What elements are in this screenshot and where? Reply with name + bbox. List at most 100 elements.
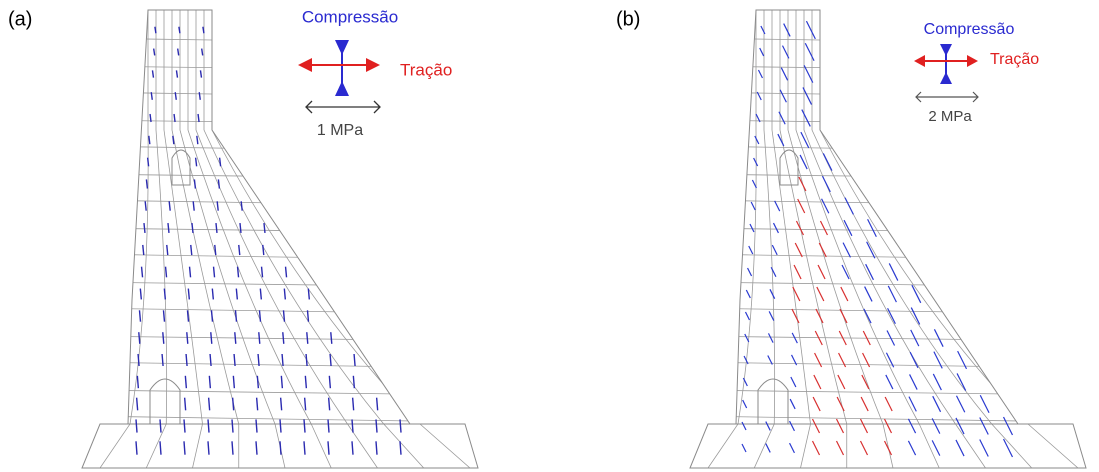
stress-vector — [843, 243, 850, 258]
stress-vector — [888, 308, 896, 324]
stress-vector — [139, 310, 140, 321]
stress-vector — [794, 265, 801, 279]
stress-vector — [771, 267, 776, 277]
stress-vector — [910, 374, 918, 389]
stress-vector — [283, 310, 284, 321]
stress-vector — [933, 396, 941, 412]
stress-vector — [151, 92, 152, 100]
stress-vector — [331, 332, 332, 344]
stress-vector — [184, 441, 185, 454]
stress-vector — [822, 176, 830, 192]
mesh-line — [688, 200, 1088, 206]
stress-vector — [838, 375, 845, 389]
stress-vector — [353, 398, 354, 411]
stress-vector — [957, 396, 965, 413]
mesh-line — [204, 10, 424, 468]
mesh-line — [164, 10, 203, 468]
mesh-line — [688, 174, 1088, 179]
stress-vector — [263, 245, 264, 255]
mesh — [688, 10, 1088, 468]
stress-vector — [256, 441, 257, 454]
stress-vector — [932, 440, 940, 455]
stress-vector — [199, 92, 200, 100]
dam-outline — [690, 10, 1086, 468]
stress-vector — [284, 289, 285, 300]
stress-vector — [773, 223, 778, 233]
stress-vector — [758, 70, 762, 78]
mesh-line — [812, 10, 1032, 468]
stress-vector — [1004, 417, 1013, 435]
stress-vector — [233, 376, 234, 388]
stress-vector — [775, 201, 780, 211]
stress-vector — [144, 223, 145, 233]
legend-a: Compressão Tração 1 MPa — [298, 7, 452, 139]
stress-vector — [173, 136, 174, 144]
mesh-line — [688, 120, 1088, 125]
stress-vector — [187, 332, 188, 344]
stress-vector — [257, 376, 258, 388]
stress-vector — [193, 201, 194, 210]
stress-vector — [194, 179, 195, 188]
stress-vector — [745, 334, 749, 342]
stress-vector — [138, 354, 139, 366]
stress-vector — [164, 289, 165, 300]
stress-vector — [280, 419, 281, 432]
gallery — [780, 150, 798, 185]
stress-vector — [400, 419, 401, 432]
stress-vector — [792, 309, 799, 323]
stress-vector — [813, 441, 820, 455]
stress-vector — [768, 333, 773, 342]
stress-vector — [175, 92, 176, 100]
stress-vector — [203, 27, 204, 34]
stress-vector — [796, 221, 803, 235]
stress-vector — [806, 21, 815, 39]
mesh-line — [688, 254, 1088, 260]
stress-vector — [209, 398, 210, 411]
stress-vector — [885, 441, 892, 455]
gallery — [172, 150, 190, 185]
stress-vector — [208, 419, 209, 432]
stress-vector — [217, 201, 218, 210]
stress-vector — [185, 376, 186, 388]
panel-label: (b) — [616, 8, 640, 30]
stress-vector — [956, 440, 964, 456]
stress-vector — [840, 309, 847, 323]
stress-vector — [867, 242, 875, 258]
stress-vector — [142, 267, 143, 278]
stress-vector — [307, 310, 308, 321]
stress-vector — [912, 285, 921, 303]
stress-vector — [220, 158, 221, 167]
mesh-line — [754, 10, 774, 468]
stress-vector — [837, 419, 844, 433]
stress-vector — [286, 267, 287, 278]
stress-vector — [837, 441, 844, 455]
stress-vector — [198, 114, 199, 122]
stress-vector — [155, 27, 156, 34]
stress-vector — [188, 289, 189, 300]
scale-arrow — [916, 92, 978, 102]
stress-vector — [911, 330, 919, 346]
mesh-line — [688, 92, 1088, 98]
stress-vector — [815, 353, 822, 367]
stress-vector — [208, 441, 209, 454]
stress-vector — [798, 199, 805, 213]
stress-vector — [980, 395, 989, 413]
stress-vector — [820, 221, 827, 235]
stress-vector — [908, 441, 915, 455]
stress-vector — [169, 201, 170, 210]
stress-vector — [769, 311, 774, 320]
legend-scale: 1 MPa — [317, 122, 363, 139]
stress-vector — [233, 398, 234, 411]
stress-vector — [770, 289, 775, 298]
stress-vector — [743, 400, 747, 408]
stress-vector — [861, 397, 868, 411]
stress-vector — [235, 310, 236, 321]
stress-vector — [136, 441, 137, 454]
stress-vector — [352, 441, 353, 454]
stress-vector — [176, 70, 177, 77]
stress-vector — [232, 419, 233, 432]
panel-b — [688, 10, 1088, 468]
stress-vector — [352, 419, 353, 432]
stress-vector — [799, 177, 806, 191]
stress-vector — [746, 290, 750, 298]
